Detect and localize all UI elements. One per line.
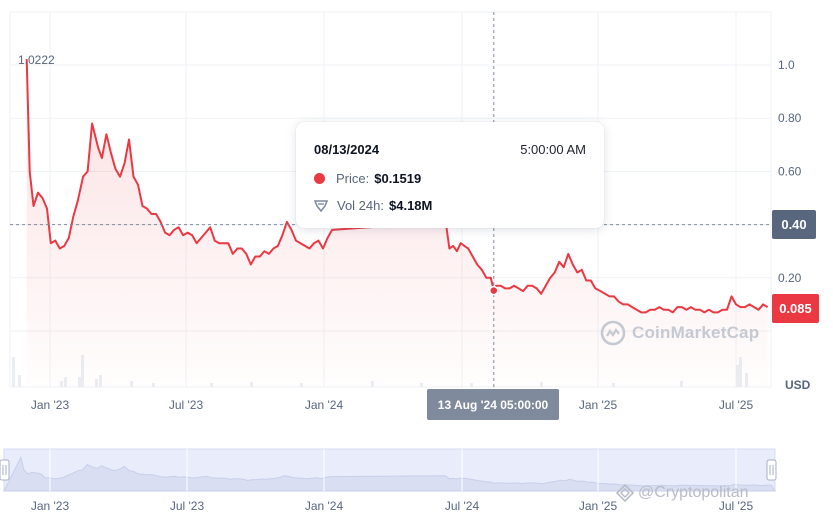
coinmarketcap-watermark: CoinMarketCap [600, 320, 759, 346]
price-area [26, 59, 768, 387]
cryptopolitan-overlay: @Cryptopolitan [616, 484, 749, 502]
handle-grip[interactable] [766, 459, 777, 481]
tooltip-price-row: Price: $0.1519 [314, 171, 586, 186]
navigator-tick-label: Jan '24 [305, 499, 344, 513]
navigator-tick-label: Jul '24 [445, 499, 480, 513]
navigator-tick-label: Jul '25 [719, 499, 754, 513]
tooltip-volume-label: Vol 24h: [337, 198, 384, 213]
handle-grip[interactable] [0, 459, 10, 481]
volume-bar [18, 375, 21, 387]
navigator-right-handle[interactable] [766, 459, 777, 481]
tooltip-price-value: $0.1519 [374, 171, 422, 186]
coinmarketcap-logo-icon [600, 320, 626, 346]
navigator-series [3, 455, 776, 492]
tooltip-date: 08/13/2024 [314, 142, 380, 157]
volume-icon [314, 199, 328, 212]
tooltip-time: 5:00:00 AM [520, 142, 586, 157]
x-tick-label: Jan '23 [31, 398, 70, 412]
x-tick-label: Jul '23 [169, 398, 204, 412]
watermark-text: CoinMarketCap [632, 323, 760, 342]
navigator-tick-label: Jul '23 [170, 499, 205, 513]
y-tick-label: 0.80 [778, 111, 802, 125]
max-price-label: 1.0222 [18, 53, 55, 67]
tooltip-volume-row: Vol 24h: $4.18M [314, 198, 586, 213]
navigator-tick-label: Jan '25 [579, 499, 618, 513]
tooltip-price-label: Price: [336, 171, 370, 186]
range-navigator[interactable]: Jan '23 Jul '23 Jan '24 Jul '24 Jan '25 Jul '… [0, 448, 777, 513]
tooltip-volume-value: $4.18M [389, 198, 433, 213]
navigator-left-handle[interactable] [0, 459, 10, 481]
y-tick-label: 0.20 [778, 271, 802, 285]
price-line [25, 59, 769, 314]
volume-bar [12, 357, 15, 387]
y-tick-label: 1.0 [778, 58, 795, 72]
crosshair-price-badge: 0.40 [772, 210, 816, 239]
x-tick-label: Jul '25 [719, 398, 754, 412]
crosshair-time-badge: 13 Aug '24 05:00:00 [427, 389, 559, 420]
price-dot-icon [314, 173, 325, 184]
highlight-point [489, 285, 499, 296]
y-axis-unit-label: USD [785, 378, 811, 392]
x-tick-label: Jan '24 [305, 398, 344, 412]
cryptopolitan-logo-icon [616, 484, 634, 502]
x-tick-label: Jan '25 [579, 398, 618, 412]
current-price-badge: 0.085 [772, 294, 819, 323]
y-tick-label: 0.60 [778, 164, 802, 178]
navigator-tick-label: Jan '23 [31, 499, 70, 513]
price-tooltip: 08/13/2024 5:00:00 AM Price: $0.1519 Vol… [296, 122, 604, 228]
axes: 1.0 0.80 0.60 0.20 USD Jan '23 Jul '23 Jan '24 J… [31, 58, 811, 412]
overlay-brand-text: @Cryptopolitan [638, 484, 749, 501]
